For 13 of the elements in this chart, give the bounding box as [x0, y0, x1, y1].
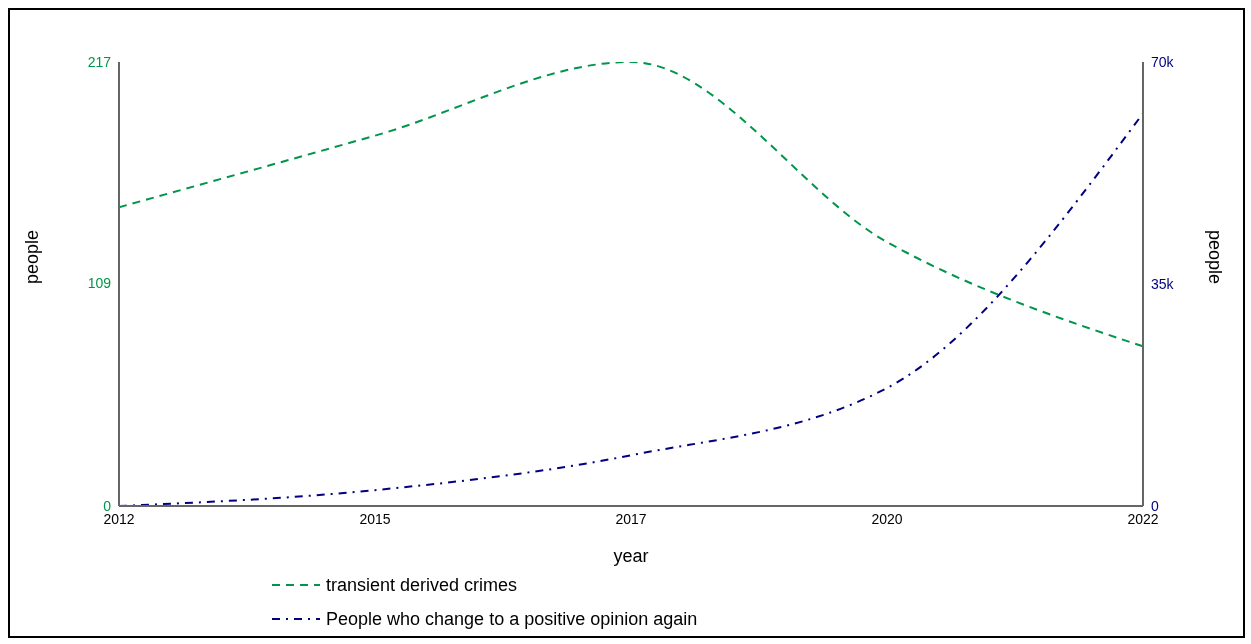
y2-axis-title: people	[1204, 229, 1225, 284]
y-tick-label: 217	[87, 53, 112, 70]
y-axis-title: people	[22, 229, 43, 284]
x-tick-label: 2017	[615, 510, 647, 527]
y2-tick-label: 70k	[1151, 53, 1175, 70]
legend-label: People who change to a positive opinion again	[326, 608, 698, 630]
y-tick-label: 109	[87, 274, 112, 291]
y2-tick-label: 35k	[1151, 275, 1175, 292]
x-tick-label: 2015	[359, 510, 391, 527]
x-axis-title: year	[613, 546, 649, 566]
legend-label: transient derived crimes	[326, 574, 518, 596]
x-tick-label: 2020	[871, 510, 903, 527]
line-series	[119, 62, 1143, 348]
